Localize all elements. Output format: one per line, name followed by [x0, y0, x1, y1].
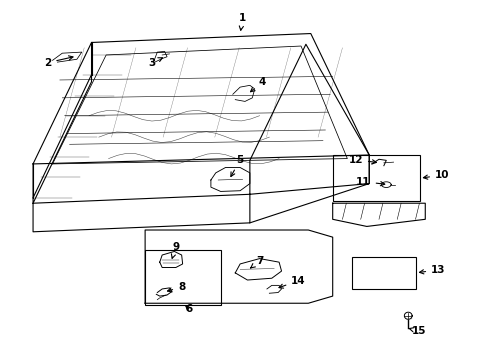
- Text: 4: 4: [250, 77, 266, 92]
- FancyBboxPatch shape: [333, 155, 420, 202]
- Text: 7: 7: [251, 256, 263, 268]
- Text: 5: 5: [231, 155, 244, 176]
- Text: 1: 1: [239, 13, 246, 30]
- Text: 8: 8: [168, 282, 185, 292]
- Text: 13: 13: [419, 265, 445, 275]
- Polygon shape: [404, 312, 412, 319]
- Text: 9: 9: [172, 242, 179, 258]
- Text: 6: 6: [185, 304, 193, 314]
- Text: 2: 2: [44, 56, 73, 68]
- Text: 12: 12: [348, 155, 376, 165]
- Text: 11: 11: [356, 177, 385, 186]
- Text: 15: 15: [409, 326, 427, 336]
- Text: 3: 3: [149, 58, 163, 68]
- Text: 10: 10: [423, 170, 449, 180]
- FancyBboxPatch shape: [145, 249, 220, 305]
- FancyBboxPatch shape: [352, 257, 416, 289]
- Text: 14: 14: [279, 276, 306, 288]
